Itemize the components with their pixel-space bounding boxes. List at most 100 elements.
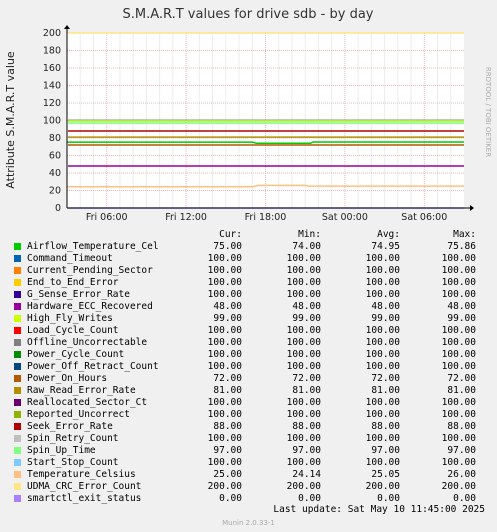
legend-min-value: 100.00 bbox=[286, 349, 321, 360]
legend-swatch bbox=[14, 423, 21, 430]
legend-avg-value: 100.00 bbox=[365, 253, 400, 264]
legend-min-value: 0.00 bbox=[298, 493, 321, 504]
legend-min-value: 100.00 bbox=[286, 361, 321, 372]
legend-swatch bbox=[14, 387, 21, 394]
legend-label: Reallocated_Sector_Ct bbox=[27, 397, 148, 408]
legend-avg-value: 97.00 bbox=[371, 445, 400, 456]
y-tick-label: 0 bbox=[55, 203, 61, 214]
legend-avg-value: 100.00 bbox=[365, 325, 400, 336]
y-tick-label: 160 bbox=[43, 63, 61, 74]
legend-avg-value: 100.00 bbox=[365, 361, 400, 372]
x-tick-label: Fri 12:00 bbox=[165, 212, 207, 223]
munin-version: Munin 2.0.33-1 bbox=[222, 519, 275, 527]
legend-max-value: 200.00 bbox=[441, 481, 476, 492]
legend-min-value: 200.00 bbox=[286, 481, 321, 492]
legend-avg-value: 100.00 bbox=[365, 337, 400, 348]
legend-swatch bbox=[14, 471, 21, 478]
legend-swatch bbox=[14, 459, 21, 466]
legend-item: Raw_Read_Error_Rate 81.00 81.00 81.00 81.00 bbox=[14, 385, 484, 397]
legend-max-value: 100.00 bbox=[441, 337, 476, 348]
legend-min-value: 100.00 bbox=[286, 397, 321, 408]
legend-cur-value: 97.00 bbox=[213, 445, 242, 456]
legend-min-value: 100.00 bbox=[286, 337, 321, 348]
legend-label: Power_Cycle_Count bbox=[27, 349, 125, 360]
legend-cur-value: 100.00 bbox=[207, 349, 242, 360]
legend-label: Airflow_Temperature_Cel bbox=[27, 241, 159, 252]
legend-cur-value: 100.00 bbox=[207, 265, 242, 276]
legend-cur-value: 100.00 bbox=[207, 361, 242, 372]
legend-swatch bbox=[14, 255, 21, 262]
y-tick-label: 180 bbox=[43, 46, 61, 57]
legend-min-value: 100.00 bbox=[286, 409, 321, 420]
legend-swatch bbox=[14, 339, 21, 346]
legend-swatch bbox=[14, 483, 21, 490]
chart-title: S.M.A.R.T values for drive sdb - by day bbox=[123, 7, 374, 22]
x-tick-label: Fri 06:00 bbox=[86, 212, 128, 223]
legend-label: Start_Stop_Count bbox=[27, 457, 119, 468]
legend-avg-value: 99.00 bbox=[371, 313, 400, 324]
legend-avg-value: 0.00 bbox=[377, 493, 400, 504]
legend-cur-value: 100.00 bbox=[207, 337, 242, 348]
legend-item: Offline_Uncorrectable 100.00 100.00 100.00 1… bbox=[14, 337, 484, 349]
legend: Cur: Min: Avg: Max: Airflow_Temperature_… bbox=[14, 229, 484, 505]
legend-avg-value: 100.00 bbox=[365, 349, 400, 360]
legend-item: End_to_End_Error 100.00 100.00 100.00 100.00 bbox=[14, 277, 484, 289]
legend-swatch bbox=[14, 303, 21, 310]
legend-label: Reported_Uncorrect bbox=[27, 409, 130, 420]
legend-label: UDMA_CRC_Error_Count bbox=[27, 481, 142, 492]
legend-cur-value: 88.00 bbox=[213, 421, 242, 432]
legend-swatch bbox=[14, 375, 21, 382]
legend-min-value: 100.00 bbox=[286, 433, 321, 444]
legend-cur-value: 100.00 bbox=[207, 253, 242, 264]
legend-swatch bbox=[14, 363, 21, 370]
legend-item: Current_Pending_Sector 100.00 100.00 100.00… bbox=[14, 265, 484, 277]
series-line bbox=[67, 141, 464, 144]
col-max: Max: bbox=[453, 229, 476, 240]
legend-avg-value: 100.00 bbox=[365, 397, 400, 408]
legend-label: Load_Cycle_Count bbox=[27, 325, 119, 336]
legend-item: Power_Cycle_Count 100.00 100.00 100.00 100.0… bbox=[14, 349, 484, 361]
legend-item: Load_Cycle_Count 100.00 100.00 100.00 100.00 bbox=[14, 325, 484, 337]
chart: S.M.A.R.T values for drive sdb - by day … bbox=[0, 0, 497, 225]
legend-swatch bbox=[14, 447, 21, 454]
last-update: Last update: Sat May 10 11:45:00 2025 bbox=[273, 504, 485, 515]
legend-item: smartctl_exit_status 0.00 0.00 0.00 0.00 bbox=[14, 493, 484, 505]
legend-max-value: 88.00 bbox=[447, 421, 476, 432]
legend-max-value: 100.00 bbox=[441, 409, 476, 420]
series-lines bbox=[67, 32, 464, 209]
legend-swatch bbox=[14, 243, 21, 250]
legend-avg-value: 200.00 bbox=[365, 481, 400, 492]
axes: 0 20 40 60 80 100 120 140 160 180 200 Fri 06:00 Fri … bbox=[43, 25, 474, 223]
legend-max-value: 75.86 bbox=[447, 241, 476, 252]
legend-cur-value: 100.00 bbox=[207, 277, 242, 288]
legend-max-value: 0.00 bbox=[453, 493, 476, 504]
legend-item: Reallocated_Sector_Ct 100.00 100.00 100.00 1… bbox=[14, 397, 484, 409]
x-tick-label: Fri 18:00 bbox=[245, 212, 287, 223]
legend-avg-value: 88.00 bbox=[371, 421, 400, 432]
legend-swatch bbox=[14, 291, 21, 298]
y-tick-label: 120 bbox=[43, 98, 61, 109]
legend-max-value: 99.00 bbox=[447, 313, 476, 324]
legend-avg-value: 100.00 bbox=[365, 289, 400, 300]
legend-cur-value: 100.00 bbox=[207, 289, 242, 300]
legend-avg-value: 100.00 bbox=[365, 277, 400, 288]
legend-min-value: 88.00 bbox=[292, 421, 321, 432]
legend-swatch bbox=[14, 315, 21, 322]
legend-avg-value: 100.00 bbox=[365, 457, 400, 468]
legend-max-value: 26.00 bbox=[447, 469, 476, 480]
legend-label: Spin_Up_Time bbox=[27, 445, 96, 456]
legend-swatch bbox=[14, 327, 21, 334]
legend-label: Raw_Read_Error_Rate bbox=[27, 385, 136, 396]
legend-max-value: 100.00 bbox=[441, 433, 476, 444]
x-axis-arrow bbox=[470, 205, 474, 211]
legend-cur-value: 100.00 bbox=[207, 433, 242, 444]
legend-item: Seek_Error_Rate 88.00 88.00 88.00 88.00 bbox=[14, 421, 484, 433]
x-tick-label: Sat 00:00 bbox=[322, 212, 368, 223]
col-min: Min: bbox=[298, 229, 321, 240]
y-tick-label: 100 bbox=[43, 116, 61, 127]
legend-min-value: 74.00 bbox=[292, 241, 321, 252]
legend-label: End_to_End_Error bbox=[27, 277, 119, 288]
legend-item: Command_Timeout 100.00 100.00 100.00 100.00 bbox=[14, 253, 484, 265]
legend-label: High_Fly_Writes bbox=[27, 313, 113, 324]
y-axis-label: Attribute S.M.A.R.T value bbox=[4, 51, 17, 189]
